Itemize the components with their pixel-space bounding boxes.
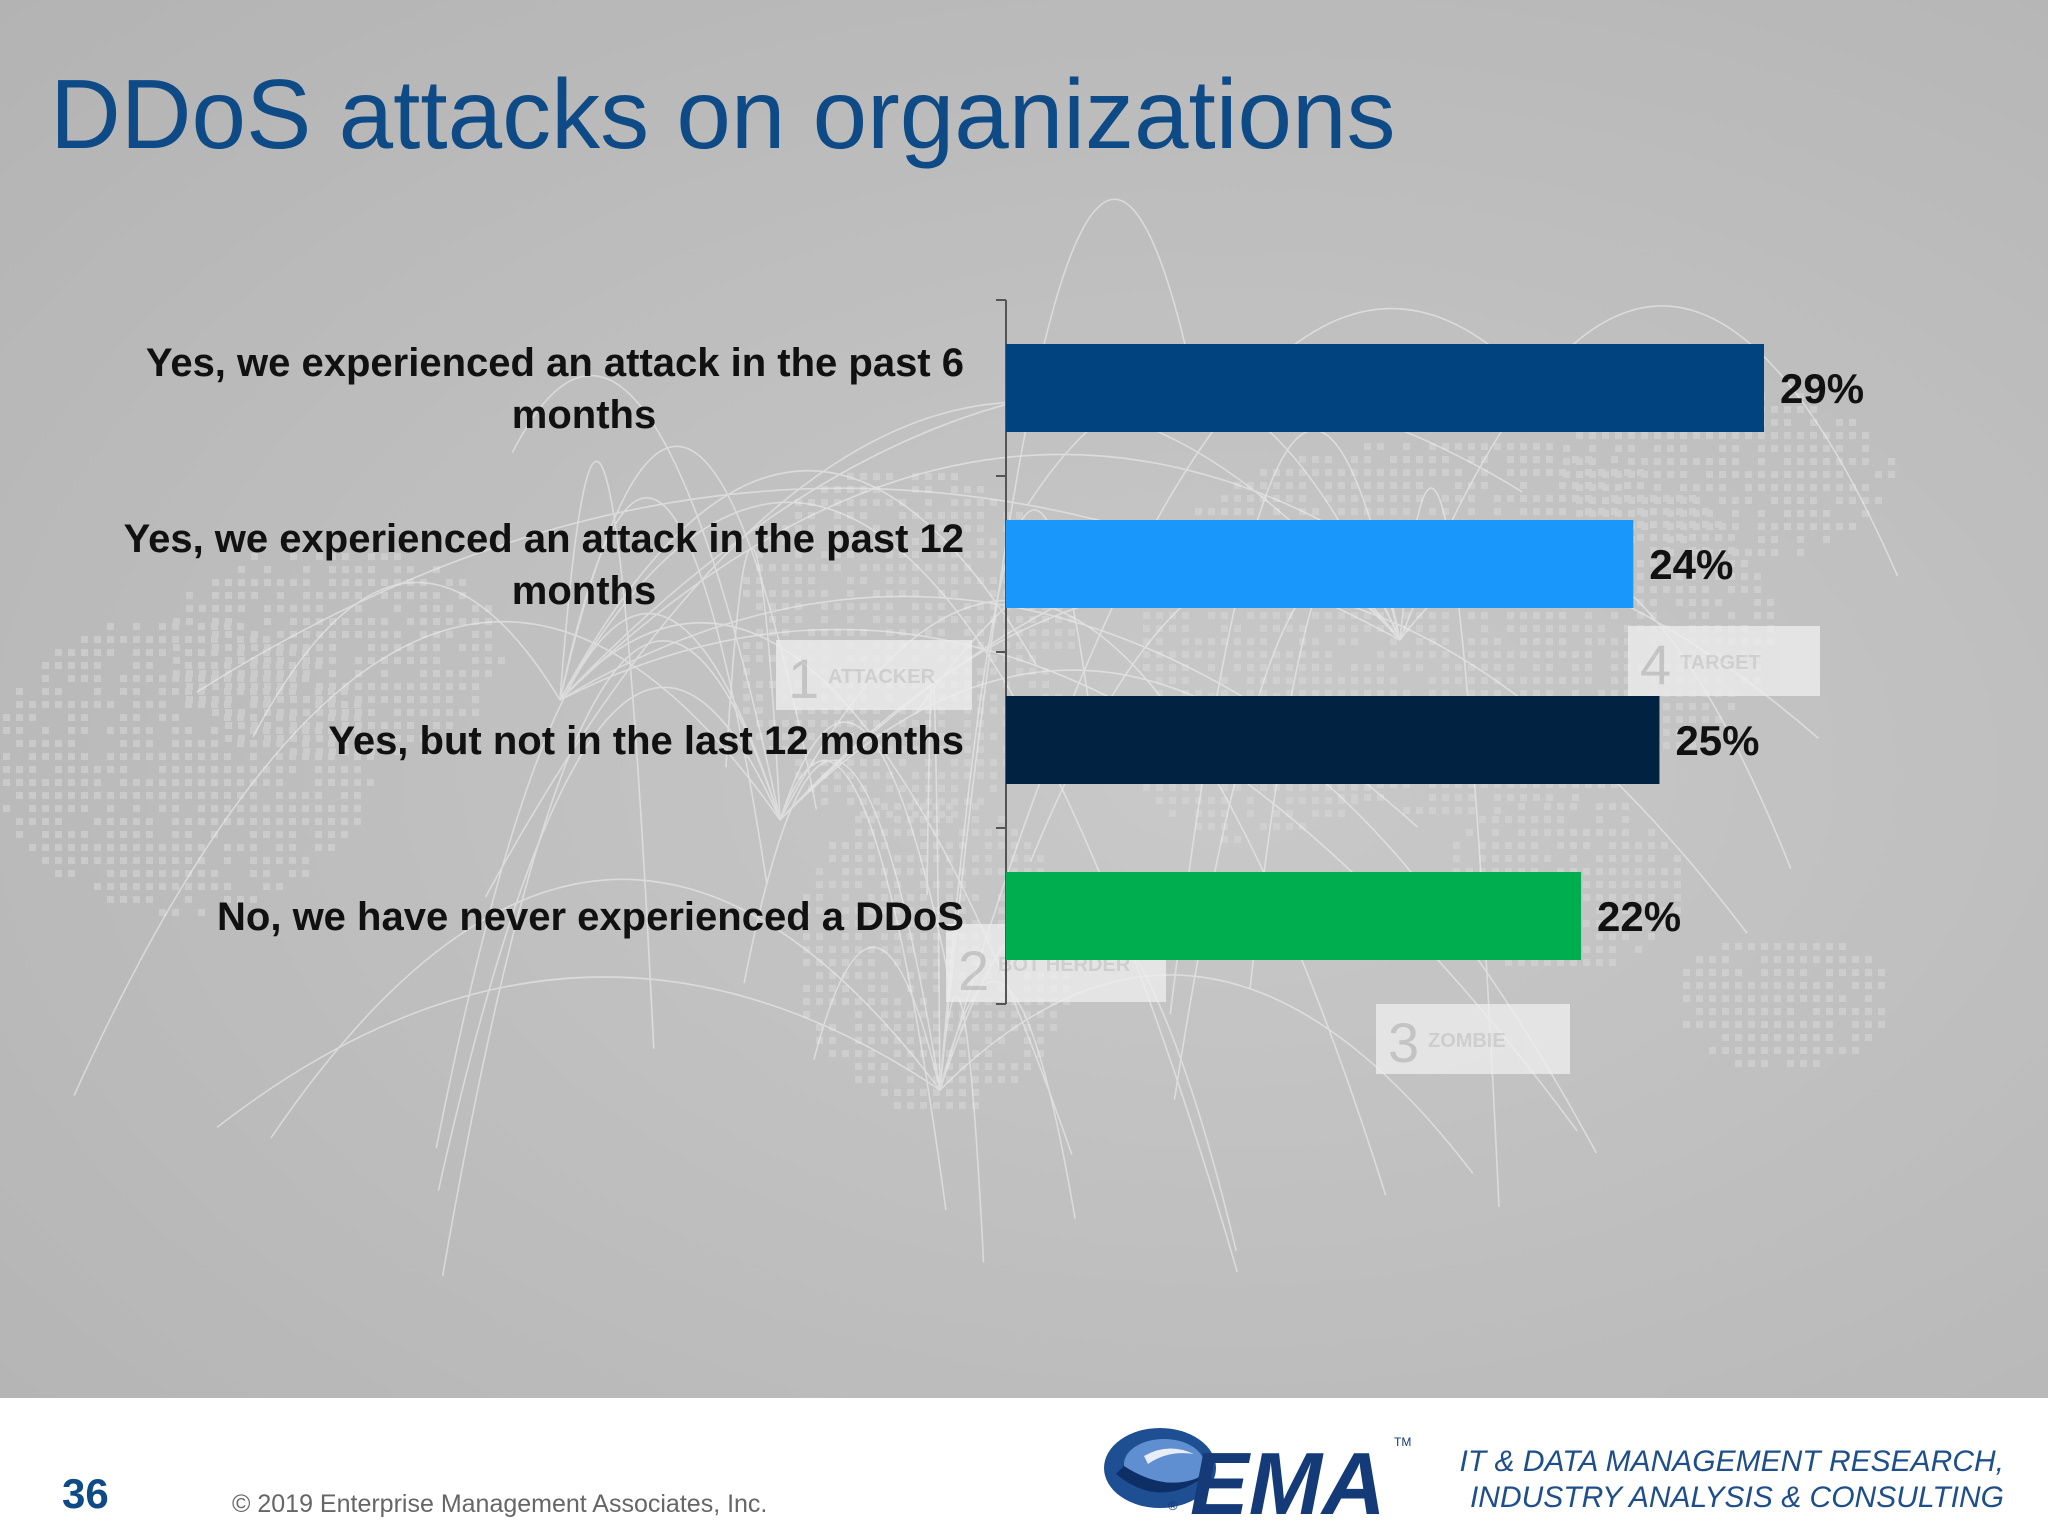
value-labels: 29% 24% 25% 22% [1597,365,1864,940]
category-label-line: Yes, we experienced an attack in the pas… [124,517,964,561]
world-map-dots [3,393,1895,1109]
value-label-4: 22% [1597,893,1681,940]
value-label-3: 25% [1675,717,1759,764]
ema-registered-mark: ® [1168,1498,1178,1513]
page-number: 36 [62,1470,109,1517]
ema-trademark: TM [1394,1435,1411,1449]
category-label-line: months [512,393,656,437]
bar-chart: Yes, we experienced an attack in the pas… [124,299,1864,1005]
diagram-panel-zombie: 3 ZOMBIE [1376,1004,1570,1074]
copyright-notice: © 2019 Enterprise Management Associates,… [232,1490,768,1518]
bar-4 [1006,872,1582,960]
diagram-panel-label: ZOMBIE [1428,1030,1506,1052]
slide-title: DDoS attacks on organizations [50,59,1396,169]
ema-swoosh-icon [1104,1428,1216,1508]
category-label-1: Yes, we experienced an attack in the pas… [146,341,964,437]
category-label-line: No, we have never experienced a DDoS [217,895,964,939]
tagline-line-1: IT & DATA MANAGEMENT RESEARCH, [1459,1445,2005,1478]
diagram-panel-number: 1 [788,647,819,710]
diagram-panel-number: 3 [1388,1011,1419,1074]
category-label-4: No, we have never experienced a DDoS [217,895,964,939]
bar-2 [1006,520,1634,608]
bar-1 [1006,344,1764,432]
category-axis [996,299,1007,1005]
bar-3 [1006,696,1660,784]
diagram-panel-label: ATTACKER [828,666,936,688]
tagline-line-2: INDUSTRY ANALYSIS & CONSULTING [1469,1481,2004,1514]
value-label-1: 29% [1780,365,1864,412]
value-label-2: 24% [1649,541,1733,588]
category-labels: Yes, we experienced an attack in the pas… [124,341,964,939]
diagram-panel-number: 2 [958,939,989,1002]
diagram-panel-attacker: 1 ATTACKER [776,640,972,710]
category-label-line: Yes, we experienced an attack in the pas… [146,341,964,385]
diagram-panel-number: 4 [1640,633,1671,696]
slide-background: 1 ATTACKER 2 BOT HERDER 3 ZOMBIE 4 TARGET [0,0,2048,1398]
category-label-2: Yes, we experienced an attack in the pas… [124,517,964,613]
category-label-line: Yes, but not in the last 12 months [328,719,964,763]
category-label-3: Yes, but not in the last 12 months [328,719,964,763]
diagram-panel-target: 4 TARGET [1628,626,1820,696]
company-tagline: IT & DATA MANAGEMENT RESEARCH, INDUSTRY … [1460,1444,2005,1516]
ema-logo: ® EMA TM [1104,1428,1411,1533]
ema-wordmark: EMA [1190,1434,1386,1533]
footer: 36 © 2019 Enterprise Management Associat… [0,1398,2048,1536]
diagram-panel-label: TARGET [1680,652,1761,674]
category-label-line: months [512,569,656,613]
bars [1006,344,1764,960]
